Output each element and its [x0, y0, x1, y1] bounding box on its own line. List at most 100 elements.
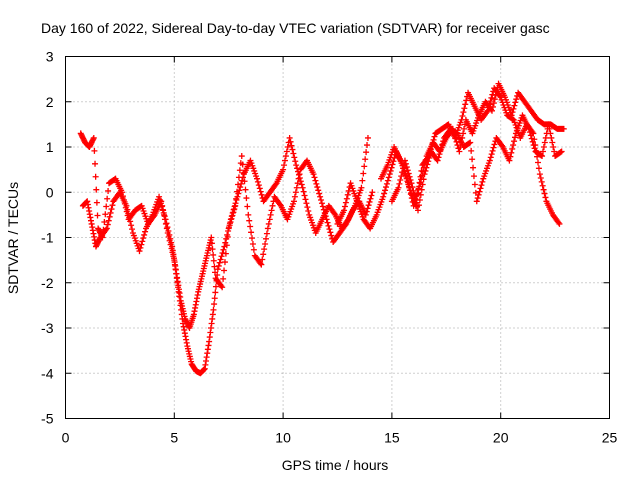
chart-title: Day 160 of 2022, Sidereal Day-to-day VTE… — [41, 20, 550, 36]
data-point — [103, 203, 110, 210]
data-point — [238, 153, 245, 160]
data-point — [92, 173, 99, 180]
data-point — [280, 166, 287, 173]
data-point — [90, 134, 97, 141]
data-point — [284, 144, 291, 150]
data-point — [208, 234, 215, 241]
data-point — [318, 197, 325, 204]
data-point — [294, 180, 301, 187]
data-point — [104, 195, 111, 202]
data-point — [220, 246, 227, 253]
data-point — [387, 167, 394, 174]
data-point — [104, 221, 111, 228]
data-point — [209, 246, 216, 253]
data-point — [302, 196, 309, 203]
data-point — [415, 202, 422, 209]
data-point — [460, 130, 467, 137]
data-point — [223, 242, 230, 249]
data-point — [249, 235, 256, 242]
data-point — [292, 189, 299, 196]
series-5 — [388, 112, 565, 214]
data-point — [477, 185, 484, 192]
data-point — [555, 219, 562, 226]
data-point — [217, 256, 224, 263]
data-point — [438, 144, 445, 151]
data-point — [293, 184, 300, 191]
data-point — [265, 220, 272, 227]
data-point — [283, 148, 290, 155]
data-point — [530, 142, 537, 149]
data-point — [295, 175, 302, 182]
data-point — [156, 193, 163, 200]
data-point — [418, 186, 425, 193]
data-point — [281, 162, 288, 169]
data-point — [368, 192, 375, 199]
data-point — [160, 209, 167, 216]
data-point — [459, 112, 466, 119]
data-point — [281, 157, 288, 164]
data-point — [547, 130, 554, 137]
data-point — [264, 225, 271, 232]
data-point — [364, 134, 371, 141]
data-point — [511, 102, 518, 109]
series-2 — [79, 153, 376, 331]
data-point — [535, 165, 542, 172]
data-point — [232, 202, 239, 209]
data-point — [470, 173, 477, 180]
data-point — [541, 139, 548, 146]
data-point — [255, 182, 262, 189]
data-point — [434, 157, 441, 164]
data-point — [525, 125, 532, 132]
data-point — [212, 289, 219, 296]
data-point — [537, 175, 544, 182]
y-tick-label: -1 — [41, 230, 54, 246]
data-point — [342, 222, 349, 229]
data-point — [404, 167, 411, 174]
data-point — [241, 178, 248, 185]
data-point — [242, 186, 249, 193]
data-point — [303, 200, 310, 207]
data-point — [244, 203, 251, 210]
data-point — [212, 269, 219, 276]
data-point — [129, 226, 136, 233]
data-point — [425, 158, 432, 165]
x-tick-label: 20 — [493, 430, 509, 446]
data-point — [536, 171, 543, 178]
data-point — [531, 145, 538, 152]
data-point — [426, 154, 433, 161]
data-point — [257, 260, 264, 267]
data-point — [424, 161, 431, 168]
data-point — [222, 250, 229, 257]
data-point — [108, 206, 115, 213]
data-point — [384, 177, 391, 184]
y-tick-label: -2 — [41, 275, 54, 291]
data-point — [257, 188, 264, 195]
data-point — [483, 109, 490, 116]
data-point — [224, 233, 231, 240]
data-point — [101, 218, 108, 225]
data-point — [439, 141, 446, 148]
data-point — [296, 171, 303, 178]
data-point — [233, 195, 240, 202]
data-point — [558, 148, 565, 155]
data-point — [363, 149, 370, 156]
data-point — [506, 157, 513, 164]
data-point — [105, 217, 112, 224]
data-point — [312, 177, 319, 184]
data-point — [253, 175, 260, 182]
data-point — [540, 144, 547, 150]
data-point — [328, 232, 335, 239]
data-point — [321, 209, 328, 216]
data-point — [456, 148, 463, 155]
data-point — [261, 246, 268, 253]
data-point — [411, 191, 418, 198]
data-point — [486, 157, 493, 164]
data-point — [488, 107, 495, 114]
data-point — [263, 235, 270, 242]
data-point — [548, 134, 555, 141]
y-tick-label: 1 — [46, 139, 54, 155]
data-point — [310, 171, 317, 178]
data-point — [211, 295, 218, 302]
data-point — [342, 199, 349, 206]
data-point — [249, 240, 256, 247]
